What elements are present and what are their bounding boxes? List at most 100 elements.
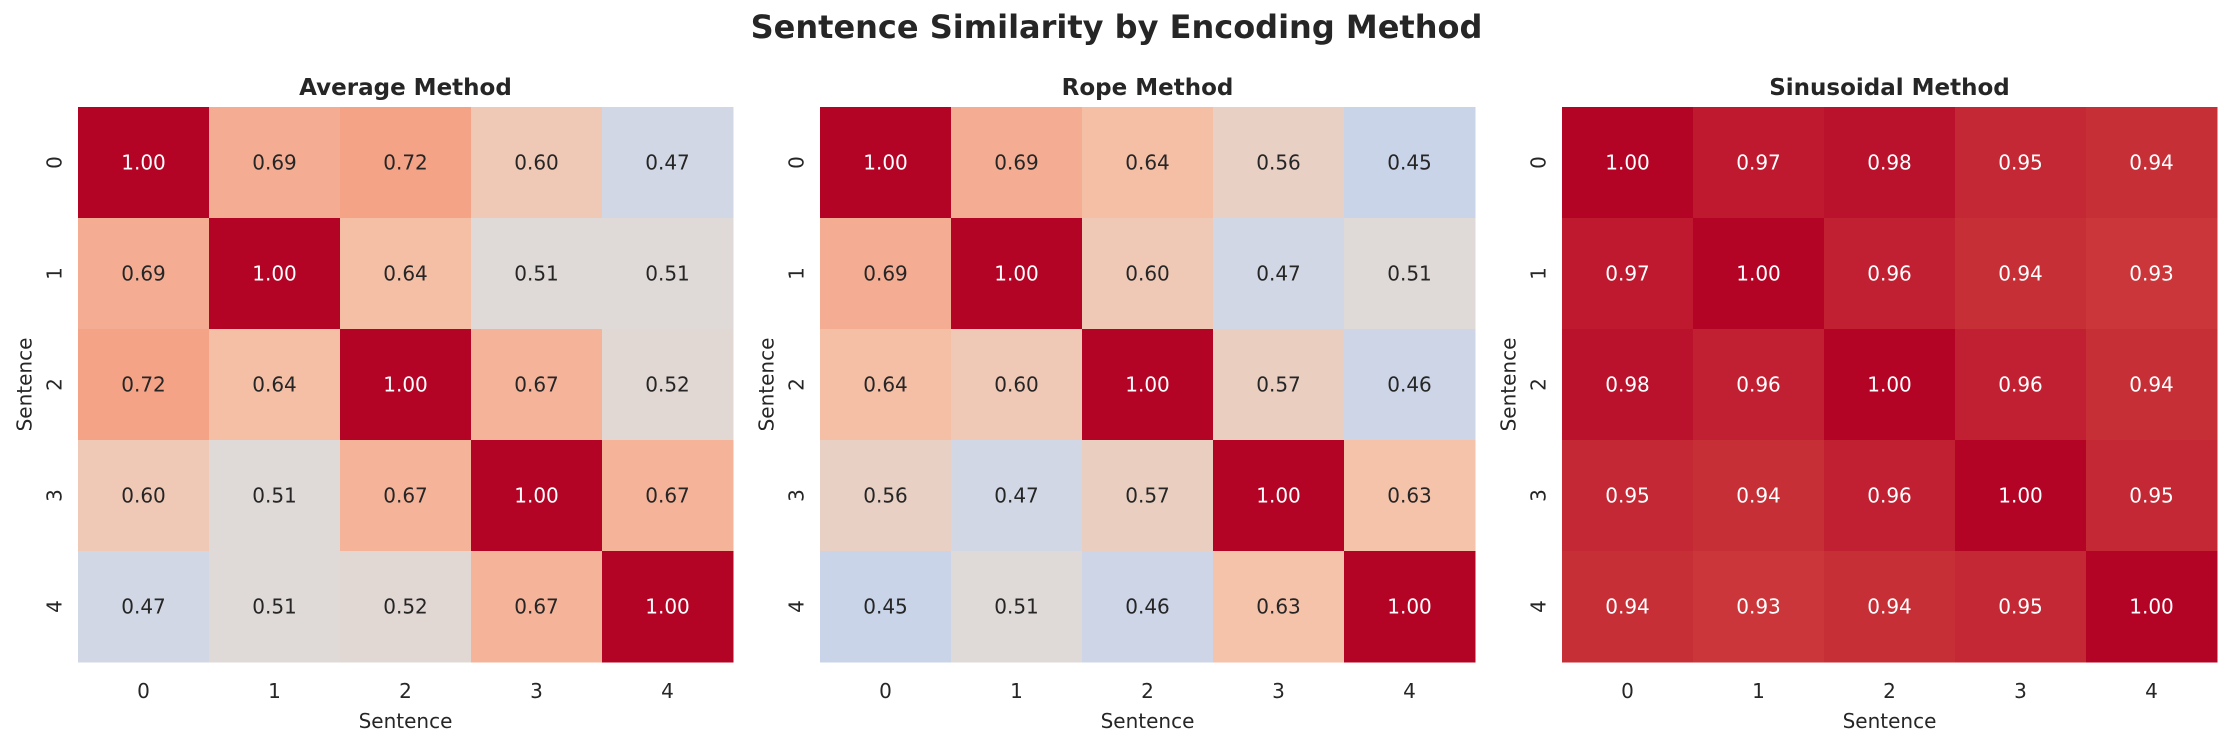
y-tick-label: 2 — [785, 378, 809, 391]
heatmap-cell — [1955, 440, 2087, 552]
x-axis-label: Sentence — [1843, 709, 1937, 733]
cell-label: 0.72 — [383, 151, 428, 175]
heatmap-cell — [951, 107, 1083, 219]
heatmap-cell — [1082, 218, 1214, 330]
heatmap-cell — [1693, 440, 1825, 552]
heatmap-cell — [602, 218, 734, 330]
heatmap-cell — [1824, 107, 1956, 219]
heatmap-cell — [2086, 218, 2218, 330]
heatmap-cell — [1213, 107, 1345, 219]
heatmap-cell — [951, 218, 1083, 330]
rope-method-title: Rope Method — [1062, 75, 1234, 101]
cell-label: 1.00 — [1867, 373, 1912, 397]
cell-label: 1.00 — [1387, 595, 1432, 619]
cell-label: 0.64 — [383, 262, 428, 286]
cell-label: 0.60 — [514, 151, 559, 175]
heatmap-cell — [2086, 107, 2218, 219]
y-axis-label: Sentence — [755, 338, 779, 432]
y-tick-label: 0 — [43, 156, 67, 169]
cell-label: 1.00 — [121, 151, 166, 175]
x-tick-label: 3 — [2014, 679, 2027, 703]
cell-label: 0.52 — [383, 595, 428, 619]
cell-label: 0.98 — [1867, 151, 1912, 175]
heatmap-cell — [78, 218, 210, 330]
cell-label: 0.67 — [514, 373, 559, 397]
figure-title: Sentence Similarity by Encoding Method — [750, 8, 1483, 46]
x-tick-label: 1 — [268, 679, 281, 703]
y-tick-label: 1 — [43, 267, 67, 280]
heatmap-cell — [602, 329, 734, 441]
cell-label: 0.63 — [1256, 595, 1301, 619]
x-tick-label: 4 — [2145, 679, 2158, 703]
cell-label: 0.69 — [994, 151, 1039, 175]
cell-label: 0.51 — [252, 595, 297, 619]
heatmap-cell — [340, 329, 472, 441]
heatmap-cell — [1955, 218, 2087, 330]
heatmap-cell — [820, 329, 952, 441]
cell-label: 0.67 — [645, 484, 690, 508]
heatmap-cell — [340, 551, 472, 663]
cell-label: 0.60 — [121, 484, 166, 508]
heatmap-cell — [471, 440, 603, 552]
cell-label: 0.94 — [2129, 373, 2174, 397]
heatmap-cell — [78, 440, 210, 552]
x-tick-label: 0 — [1621, 679, 1634, 703]
x-tick-label: 4 — [1403, 679, 1416, 703]
y-tick-label: 4 — [43, 600, 67, 613]
cell-label: 0.94 — [1998, 262, 2043, 286]
heatmap-cell — [1824, 329, 1956, 441]
x-tick-label: 2 — [1883, 679, 1896, 703]
cell-label: 0.97 — [1605, 262, 1650, 286]
y-tick-label: 3 — [785, 489, 809, 502]
cell-label: 0.67 — [383, 484, 428, 508]
heatmap-cell — [1562, 329, 1694, 441]
heatmap-cell — [951, 551, 1083, 663]
cell-label: 0.96 — [1867, 484, 1912, 508]
x-axis-label: Sentence — [1101, 709, 1195, 733]
heatmap-cell — [1824, 440, 1956, 552]
y-tick-label: 3 — [43, 489, 67, 502]
cell-label: 1.00 — [252, 262, 297, 286]
y-tick-label: 3 — [1527, 489, 1551, 502]
y-tick-label: 2 — [1527, 378, 1551, 391]
heatmap-cell — [1213, 440, 1345, 552]
heatmap-cell — [340, 218, 472, 330]
heatmap-cell — [78, 329, 210, 441]
x-axis-label: Sentence — [359, 709, 453, 733]
heatmap-cell — [1693, 218, 1825, 330]
cell-label: 0.64 — [863, 373, 908, 397]
cell-label: 0.95 — [1998, 151, 2043, 175]
heatmap-cell — [1344, 218, 1476, 330]
cell-label: 1.00 — [383, 373, 428, 397]
cell-label: 0.47 — [1256, 262, 1301, 286]
cell-label: 0.45 — [1387, 151, 1432, 175]
heatmap-cell — [1344, 107, 1476, 219]
heatmap-cell — [951, 440, 1083, 552]
x-tick-label: 3 — [530, 679, 543, 703]
heatmap-cell — [209, 440, 341, 552]
heatmap-cell — [1955, 107, 2087, 219]
heatmap-cell — [1693, 551, 1825, 663]
cell-label: 0.45 — [863, 595, 908, 619]
heatmap-cell — [1955, 329, 2087, 441]
cell-label: 1.00 — [1998, 484, 2043, 508]
heatmap-cell — [78, 551, 210, 663]
x-tick-label: 2 — [399, 679, 412, 703]
heatmap-cell — [1082, 551, 1214, 663]
cell-label: 0.97 — [1736, 151, 1781, 175]
cell-label: 0.46 — [1125, 595, 1170, 619]
heatmap-cell — [602, 440, 734, 552]
heatmap-cell — [951, 329, 1083, 441]
cell-label: 0.51 — [514, 262, 559, 286]
heatmap-cell — [1693, 107, 1825, 219]
y-tick-label: 1 — [1527, 267, 1551, 280]
cell-label: 1.00 — [1605, 151, 1650, 175]
heatmap-cell — [2086, 551, 2218, 663]
heatmap-cell — [1344, 329, 1476, 441]
heatmap-cell — [820, 551, 952, 663]
cell-label: 0.56 — [1256, 151, 1301, 175]
cell-label: 1.00 — [645, 595, 690, 619]
cell-label: 0.57 — [1125, 484, 1170, 508]
heatmap-cell — [602, 107, 734, 219]
